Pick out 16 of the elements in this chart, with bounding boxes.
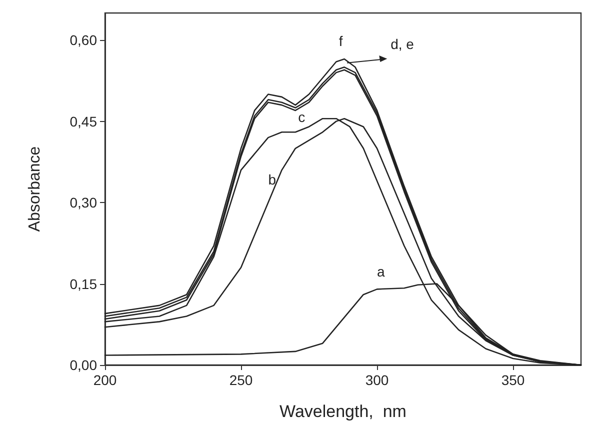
y-tick-label: 0,00 <box>70 357 98 373</box>
y-tick-label: 0,45 <box>70 113 98 130</box>
y-tick-label: 0,60 <box>70 32 98 48</box>
x-tick-label: 250 <box>229 372 253 388</box>
annotation: f <box>338 33 343 50</box>
annotation: c <box>298 109 306 126</box>
x-tick-label: 300 <box>365 372 389 388</box>
annotation: b <box>268 171 276 188</box>
y-tick-label: 0,15 <box>70 276 98 292</box>
x-axis-title: Wavelength, nm <box>280 402 406 421</box>
x-tick-label: 350 <box>501 372 525 388</box>
annotation: a <box>377 263 385 280</box>
y-axis-title: Absorbance <box>26 146 44 232</box>
annotation: d, e <box>390 36 414 52</box>
y-tick-label: 0,30 <box>70 194 98 211</box>
x-tick-label: 200 <box>93 372 117 388</box>
